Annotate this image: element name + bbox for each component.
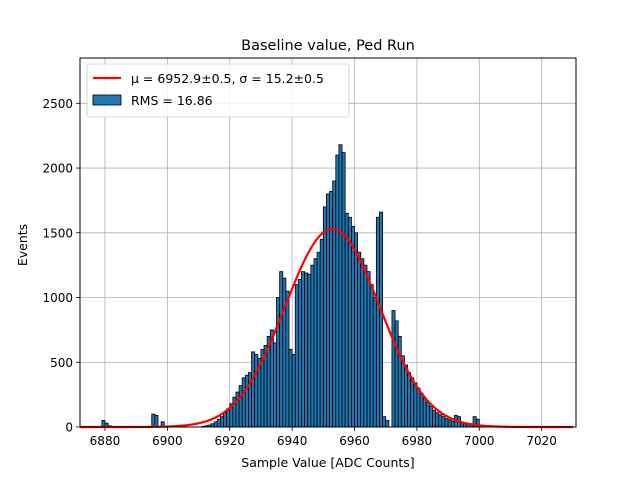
histogram-bar [447, 419, 452, 428]
histogram-bar [347, 216, 352, 428]
x-tick-label: 6980 [402, 434, 433, 448]
histogram-bar [151, 413, 156, 428]
histogram-bar [363, 264, 368, 428]
histogram-bar [428, 405, 433, 428]
histogram-bar [273, 342, 277, 428]
histogram-bar [154, 414, 159, 428]
legend: μ = 6952.9±0.5, σ = 15.2±0.5 RMS = 16.86 [86, 63, 350, 118]
histogram-bar [419, 392, 424, 428]
y-axis-label: Events [15, 224, 30, 266]
histogram-bar [213, 421, 218, 428]
histogram-bar [354, 232, 359, 428]
histogram-bar [276, 297, 281, 428]
histogram-bar [416, 387, 421, 428]
legend-rms-swatch [92, 94, 122, 106]
histogram-bar [369, 284, 374, 428]
histogram-bar [407, 372, 412, 428]
histogram-bar [444, 418, 449, 428]
x-axis-ticks: 6880 6900 6920 6940 6960 6980 7000 7020 [90, 427, 557, 448]
histogram-bar [322, 206, 327, 428]
histogram-bar [244, 374, 249, 428]
histogram-bar [338, 144, 343, 428]
x-tick-label: 7020 [526, 434, 557, 448]
histogram-bar [341, 152, 346, 428]
histogram-bar [288, 348, 293, 428]
histogram-bar [226, 408, 231, 428]
histogram-bar [310, 264, 315, 428]
histogram-bar [425, 401, 430, 428]
histogram-bar [294, 284, 299, 428]
y-tick-label: 2500 [42, 97, 73, 111]
histogram-bar [391, 310, 396, 428]
histogram-bar [404, 364, 408, 428]
x-tick-label: 6900 [152, 434, 183, 448]
histogram-bar [254, 354, 259, 428]
histogram-bar [313, 258, 318, 428]
histogram-bar [422, 398, 427, 428]
y-tick-label: 0 [65, 421, 73, 435]
histogram-bar [375, 216, 380, 428]
histogram-bar [379, 211, 383, 428]
histogram-bar [316, 251, 321, 428]
histogram-bar [332, 180, 337, 428]
histogram-bars [101, 144, 493, 428]
histogram-bar [279, 271, 284, 428]
x-axis-label: Sample Value [ADC Counts] [241, 455, 414, 470]
y-axis-ticks: 0 500 1000 1500 2000 2500 [42, 97, 80, 435]
histogram-bar [413, 382, 418, 428]
x-tick-label: 6960 [339, 434, 370, 448]
histogram-bar [301, 271, 306, 428]
y-tick-label: 1000 [42, 291, 73, 305]
histogram-bar [297, 278, 302, 428]
histogram-bar [360, 258, 365, 428]
histogram-bar [441, 416, 446, 428]
histogram-bar [410, 377, 415, 428]
histogram-bar [372, 297, 377, 428]
histogram-bar [319, 238, 324, 428]
y-tick-label: 2000 [42, 162, 73, 176]
histogram-bar [400, 355, 405, 428]
y-tick-label: 1500 [42, 226, 73, 240]
histogram-bar [335, 154, 340, 428]
histogram-bar [307, 273, 312, 428]
histogram-bar [450, 420, 455, 428]
histogram-bar [435, 412, 440, 428]
plot-frame [79, 57, 577, 428]
histogram-bar [438, 414, 443, 428]
histogram-bar [285, 290, 290, 428]
legend-rms-label: RMS = 16.86 [131, 93, 213, 108]
histogram-bar [366, 271, 371, 428]
x-tick-label: 6880 [90, 434, 121, 448]
histogram-bar [344, 212, 349, 428]
x-tick-label: 6920 [214, 434, 245, 448]
histogram-bar [219, 416, 224, 428]
histogram-bar [282, 277, 287, 428]
histogram-bar [329, 190, 334, 428]
x-tick-label: 7000 [464, 434, 495, 448]
histogram-bar [385, 420, 390, 428]
histogram-bar [223, 412, 228, 428]
legend-box [86, 63, 350, 118]
y-tick-label: 500 [50, 356, 73, 370]
legend-fit-label: μ = 6952.9±0.5, σ = 15.2±0.5 [131, 71, 324, 86]
histogram-bar [216, 418, 221, 428]
histogram-bar [432, 409, 437, 428]
chart-title: Baseline value, Ped Run [241, 38, 415, 54]
histogram-bar [251, 351, 256, 428]
histogram-bar [382, 416, 387, 428]
histogram-bar [357, 251, 362, 428]
histogram-bar [394, 320, 399, 428]
histogram-bar [238, 385, 243, 428]
x-tick-label: 6940 [277, 434, 308, 448]
histogram-bar [241, 377, 246, 428]
histogram-bar [350, 225, 355, 428]
histogram-bar [291, 354, 296, 428]
histogram-bar [304, 272, 309, 428]
